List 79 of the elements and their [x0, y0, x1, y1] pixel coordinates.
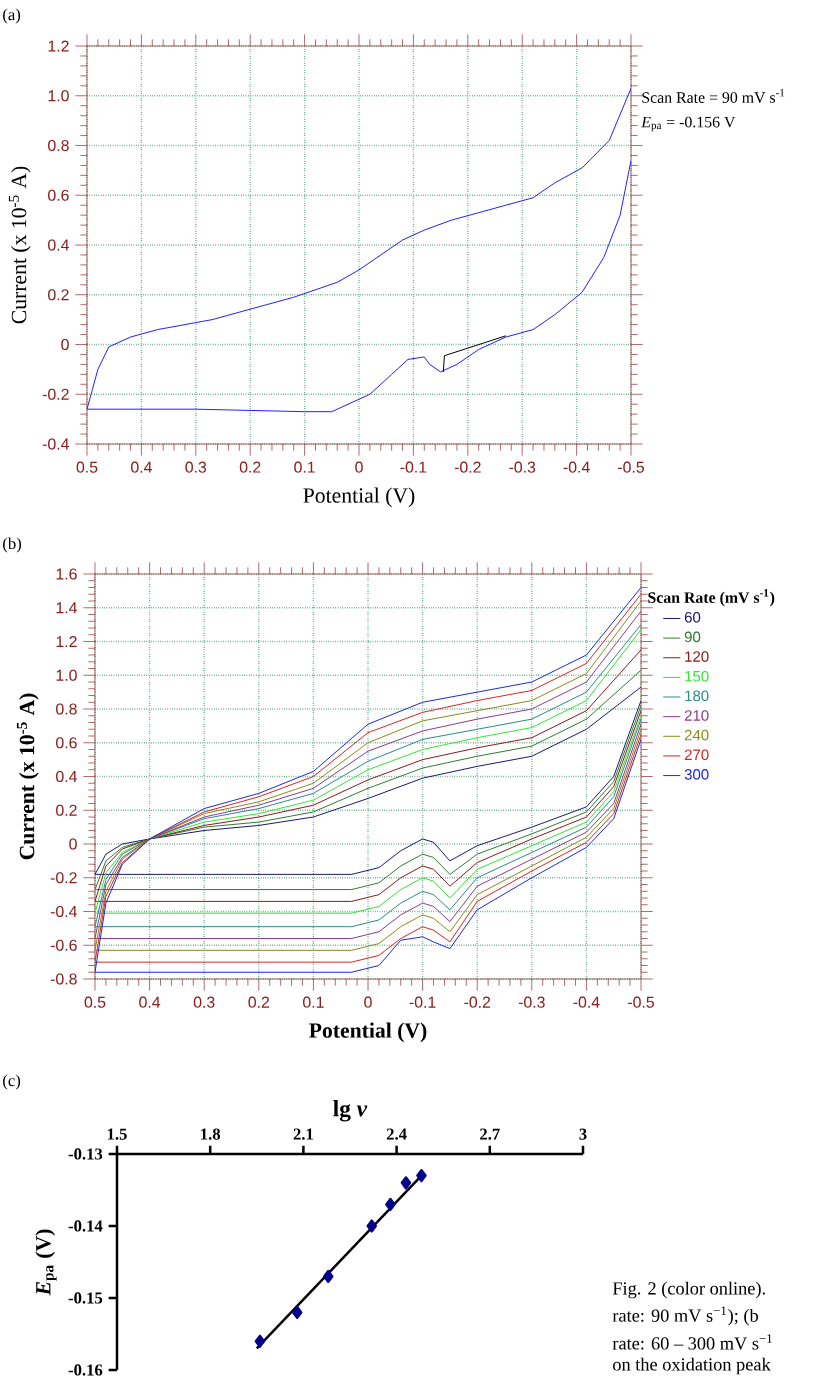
y-tick-label: 1.6: [56, 568, 77, 580]
y-axis-title: Current (x 10$^{-5}$ A): [16, 693, 39, 860]
x-tick-label: 2.4: [386, 1128, 407, 1140]
x-tick-label: -0.3: [509, 461, 536, 473]
x-tick-label: 0.2: [248, 996, 270, 1008]
legend-label: 60: [684, 611, 701, 623]
y-axis-title: Current (x 10$^{-5}$ A): [8, 166, 31, 324]
x-axis-title: lg v: [333, 1100, 368, 1122]
x-tick-label: 1.8: [201, 1128, 221, 1140]
x-tick-label: -0.1: [409, 996, 436, 1008]
x-tick-label: 0.4: [131, 461, 152, 473]
legend-label: 120: [685, 651, 709, 662]
x-tick-label: 0.5: [76, 461, 98, 473]
x-tick-label: -0.4: [573, 996, 600, 1008]
legend-label: 180: [685, 690, 709, 702]
x-tick-label: -0.5: [618, 461, 644, 473]
x-tick-label: -0.3: [518, 996, 545, 1008]
x-tick-label: 3: [579, 1128, 587, 1140]
x-tick-label: 1.5: [107, 1128, 127, 1140]
legend-label: 150: [685, 670, 709, 682]
x-tick-label: 0: [364, 996, 372, 1008]
x-tick-label: -0.2: [454, 461, 481, 473]
y-tick-label: -0.2: [42, 388, 69, 400]
y-tick-label: -0.8: [50, 973, 77, 985]
y-tick-label: 0.8: [48, 139, 69, 152]
text: rate: 60 – 300 mV s$^{−1}$: [612, 1334, 772, 1350]
x-tick-label: 0.3: [185, 461, 207, 473]
legend-label: 270: [684, 749, 709, 761]
text: (a): [3, 8, 21, 24]
x-tick-label: 0.1: [303, 996, 324, 1008]
y-tick-label: 0.2: [48, 289, 69, 301]
x-tick-label: -0.1: [400, 461, 427, 473]
y-tick-label: 0.2: [56, 804, 77, 816]
x-tick-label: 0.3: [193, 996, 215, 1008]
y-tick-label: 0: [69, 838, 77, 850]
y-tick-label: 1.0: [48, 90, 69, 102]
y-tick-label: -0.16: [68, 1364, 103, 1376]
x-tick-label: 0.2: [239, 461, 261, 473]
y-tick-label: 1.2: [56, 635, 77, 648]
x-tick-label: -0.5: [628, 996, 654, 1008]
y-tick-label: 1.2: [48, 40, 69, 52]
x-axis-title: Potential (V): [303, 487, 415, 508]
x-tick-label: 0.5: [84, 996, 106, 1008]
legend-label: 240: [684, 729, 709, 741]
legend-label: 90: [684, 631, 701, 643]
y-tick-label: 0.6: [56, 737, 77, 749]
y-tick-label: 0.4: [56, 770, 77, 783]
text: rate: 90 mV s$^{−1}$); (b: [612, 1306, 758, 1326]
legend-label: 300: [684, 769, 709, 780]
y-tick-label: -0.2: [50, 872, 77, 884]
x-tick-label: -0.2: [464, 996, 491, 1008]
x-tick-label: 2.7: [480, 1128, 500, 1140]
y-tick-label: 0.8: [56, 703, 77, 715]
x-tick-label: -0.4: [563, 461, 590, 473]
legend-title: Scan Rate (mV s$^{-1}$): [648, 589, 775, 607]
text: (b): [3, 537, 22, 553]
x-tick-label: 0: [355, 461, 363, 473]
y-tick-label: -0.6: [50, 939, 77, 951]
y-tick-label: -0.13: [68, 1148, 103, 1160]
x-tick-label: 0.1: [294, 461, 315, 473]
text: on the oxidation peak: [613, 1357, 771, 1375]
text: Scan Rate = 90 mV s$^{-1}$: [642, 89, 785, 103]
y-tick-label: 0: [61, 338, 69, 351]
caption: Fig. 2 (color online).: [612, 1281, 765, 1299]
x-axis-title: Potential (V): [309, 1022, 427, 1043]
y-tick-label: -0.4: [50, 905, 77, 918]
y-tick-label: 0.6: [48, 189, 69, 201]
y-tick-label: 1.0: [56, 669, 77, 681]
x-tick-label: 0.4: [139, 996, 161, 1008]
y-axis-title: E$_{pa}$ (V): [35, 1229, 57, 1296]
y-tick-label: 0.4: [48, 239, 69, 251]
y-tick-label: -0.4: [42, 438, 69, 450]
legend-label: 210: [684, 710, 709, 721]
y-tick-label: -0.15: [68, 1292, 103, 1304]
text: E$_{pa}$ = -0.156 V: [641, 116, 736, 132]
y-tick-label: 1.4: [56, 602, 77, 614]
y-tick-label: -0.14: [68, 1220, 103, 1232]
x-tick-label: 2.1: [293, 1128, 313, 1140]
text: (c): [3, 1074, 21, 1090]
